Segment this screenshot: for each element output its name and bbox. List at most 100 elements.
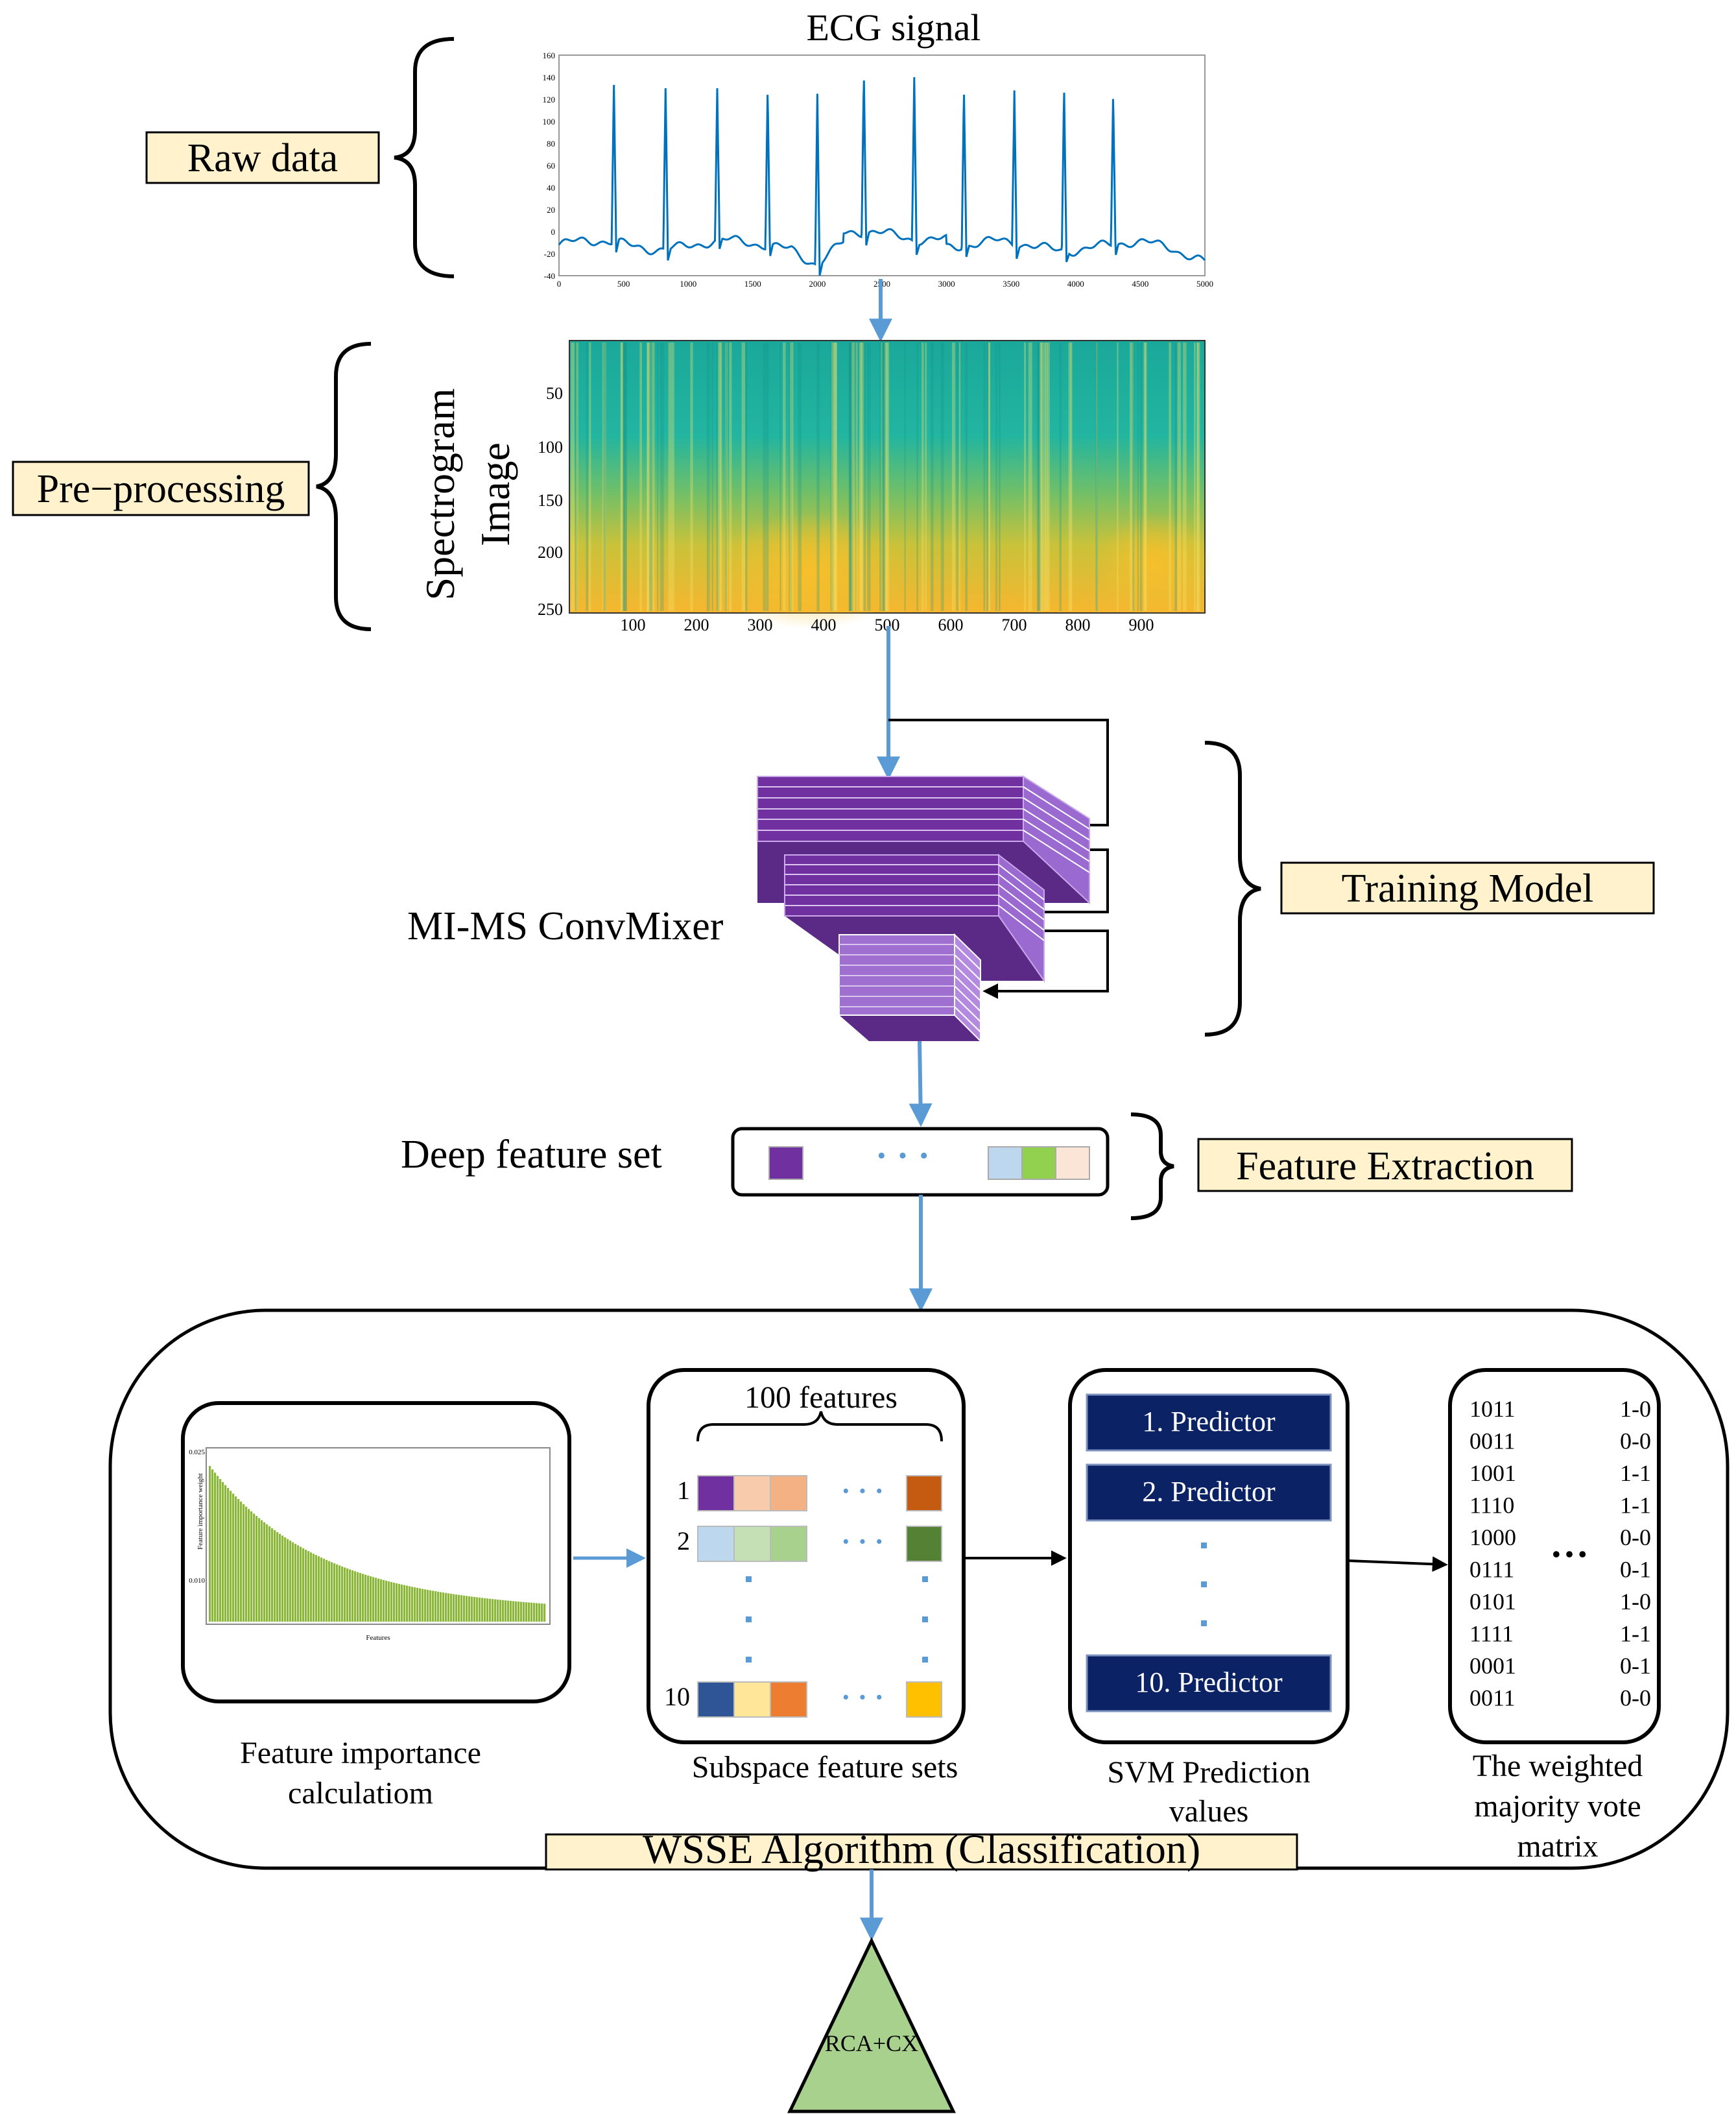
spectrogram-streak [925,342,927,611]
vote-code: 1110 [1469,1493,1514,1519]
predictor-dots [1201,1543,1207,1626]
spectrogram-streak [589,342,591,611]
spectrogram-streak [1038,342,1042,611]
vote-code: 0001 [1469,1653,1516,1679]
spectrogram-streak [922,342,924,611]
spectrogram-streak [1196,342,1200,611]
importance-bar [362,1574,364,1622]
spectrogram-ylabel-line1: Spectrogram [417,389,463,601]
spectrogram-streak [956,342,958,611]
importance-bar [292,1542,294,1622]
predictor-10-label: 10. Predictor [1135,1666,1283,1698]
spectrogram-streak [904,342,906,611]
importance-bar [538,1603,541,1622]
importance-bar [507,1600,510,1622]
spectrogram-streak [575,342,578,611]
predictor-1 [1086,1393,1332,1452]
ecg-x-tick-label: 3500 [1003,279,1019,289]
spectrogram-streak [848,342,851,611]
importance-bar [258,1518,261,1622]
importance-bar [250,1511,253,1622]
importance-bar [344,1567,346,1622]
ecg-y-tick-label: 160 [543,51,556,60]
importance-bar [455,1594,458,1622]
subspace-cell [697,1681,735,1718]
spectrogram-streak [1143,342,1147,611]
subspace-vertical-dots [746,1576,928,1663]
importance-bar [294,1544,297,1622]
spectrogram-x-tick-label: 300 [748,616,773,634]
importance-bar [390,1581,393,1622]
importance-bar [422,1589,424,1622]
block-side-stripe [1023,819,1090,862]
importance-bar [437,1591,440,1622]
subspace-cell [906,1681,942,1718]
importance-bar [505,1600,507,1622]
spectrogram-streak [988,342,990,611]
importance-y-mid-tick: 0.010 [189,1577,205,1585]
importance-bar [533,1603,536,1622]
spectrogram-streak [1040,342,1043,611]
spectrogram-streak [831,342,835,611]
importance-bar [245,1506,248,1622]
importance-bar [463,1595,466,1622]
importance-bar [224,1485,227,1622]
subspace-row-index: 1 [677,1476,690,1505]
pre-processing-section: Pre−processing Spectrogram Image 50 100 15… [12,340,1213,634]
importance-bar [372,1577,375,1622]
spectrogram-streak [1047,342,1050,611]
subspace-row-dots: · · · [841,1526,884,1557]
importance-bar [528,1602,530,1622]
vote-code: 0111 [1469,1557,1514,1583]
importance-bar [232,1493,235,1622]
block-side-stripe [998,905,1045,941]
importance-bar [279,1533,281,1622]
importance-bar [409,1586,411,1622]
ecg-y-tick-label: 0 [551,227,556,237]
importance-bar [468,1596,471,1622]
spectrogram-streak [1095,342,1098,611]
convmixer-block-2 [784,853,1045,983]
importance-xlabel: Features [366,1634,390,1642]
spectrogram-streak [851,342,855,611]
importance-bar [370,1576,372,1622]
spectrogram-streak [571,342,573,611]
spectrogram-streak [1024,342,1027,611]
spectrogram-streak [850,342,854,611]
importance-bar [253,1513,256,1622]
spectrogram-streak [711,342,713,611]
spectrogram-streak [833,342,837,611]
importance-bar [492,1599,494,1622]
importance-bar [393,1582,396,1622]
spectrogram-x-tick-label: 800 [1065,616,1091,634]
spectrogram-streak [834,342,837,611]
spectrogram-streak [716,342,720,611]
spectrogram-streak [639,342,642,611]
vote-code: 0011 [1469,1428,1516,1454]
subspace-cell [770,1475,807,1511]
spectrogram-streak [671,342,674,611]
vote-code: 0101 [1469,1589,1516,1615]
importance-bar [471,1596,473,1622]
pre-processing-label: Pre−processing [37,467,285,511]
importance-bar [440,1592,442,1622]
spectrogram-ylabel-line2: Image [472,442,518,546]
vote-code: 1011 [1469,1396,1516,1422]
feature-extraction-label-box [1197,1138,1573,1192]
block-side-stripe [954,944,981,970]
spectrogram-streak [1036,342,1041,611]
vote-panel [1448,1368,1661,1744]
importance-bar [256,1515,258,1622]
importance-bar [377,1578,380,1622]
importance-bar [385,1580,388,1622]
spectrogram-x-tick-label: 200 [684,616,709,634]
importance-bar [305,1550,307,1622]
importance-bar [336,1564,339,1622]
importance-bar [333,1563,336,1622]
spectrogram-streak [849,342,853,611]
deep-feature-label: Deep feature set [401,1133,662,1177]
training-model-brace [1204,741,1261,1037]
spectrogram-streak [783,342,786,611]
vote-caption-line1: The weighted [1473,1749,1643,1783]
vote-pair: 0-0 [1620,1685,1651,1711]
